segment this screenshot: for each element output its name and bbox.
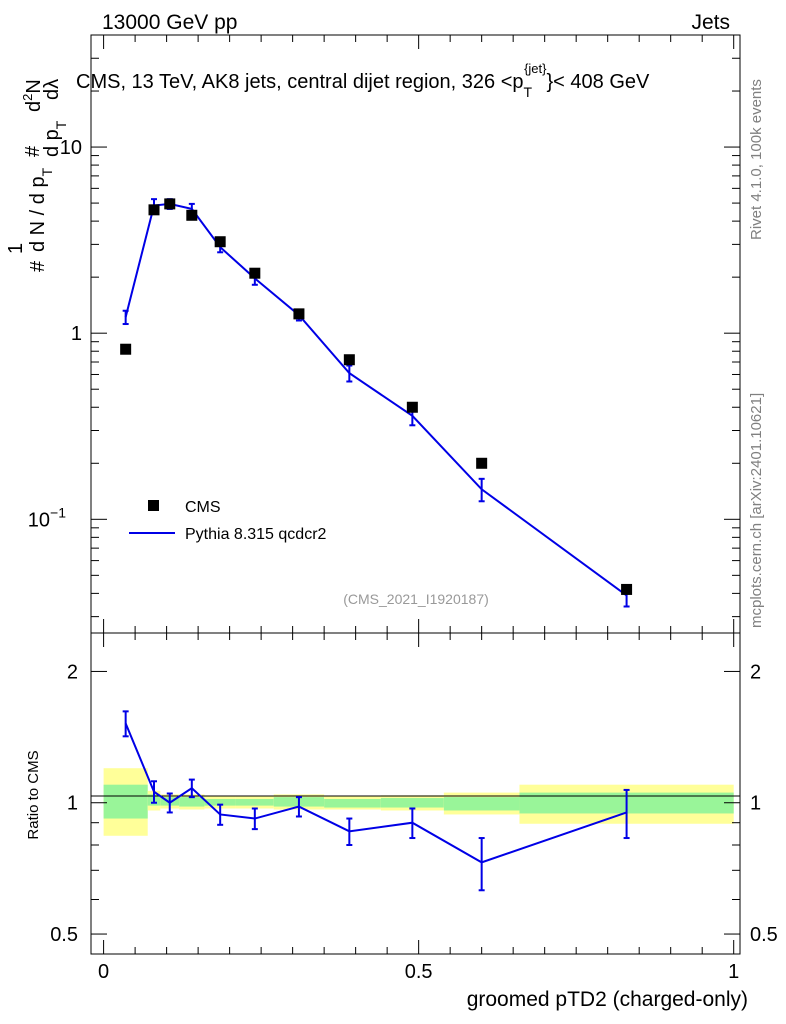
cms-data-point [186, 209, 198, 221]
cms-data-point [148, 204, 160, 216]
svg-text:#: # [27, 260, 49, 272]
ratio-y-tick-label-right: 1 [750, 793, 761, 815]
svg-text:d N / d pT: d N / d pT [27, 167, 55, 252]
header-left: 13000 GeV pp [102, 11, 237, 34]
main-y-tick-label: 1 [71, 323, 82, 345]
ratio-band-inner-4 [204, 798, 236, 806]
x-tick-label: 0 [98, 961, 109, 983]
svg-text:dλ: dλ [41, 79, 63, 100]
x-axis-label: groomed pTD2 (charged-only) [467, 988, 748, 1011]
mcplots-source-label: mcplots.cern.ch [arXiv:2401.10621] [748, 393, 765, 628]
main-plot-frame [90, 34, 741, 634]
axis-ticks [91, 34, 740, 954]
cms-data-point [343, 354, 355, 366]
ratio-band-inner-0 [103, 784, 148, 819]
legend-pythia-label: Pythia 8.315 qcdcr2 [185, 526, 327, 543]
ratio-band-inner-5 [235, 798, 274, 806]
cms-data-point [120, 343, 132, 355]
ratio-band-inner-8 [380, 798, 444, 808]
legend-cms-label: CMS [185, 499, 221, 516]
ratio-y-tick-label-right: 2 [750, 661, 761, 683]
main-y-tick-label: 10−1 [28, 504, 66, 531]
svg-text:d pT: d pT [41, 120, 69, 157]
header-right: Jets [691, 11, 730, 34]
ratio-y-tick-label-left: 2 [67, 661, 78, 683]
x-tick-label: 0.5 [405, 961, 433, 983]
cms-data-point [621, 583, 633, 595]
ratio-y-tick-label-left: 0.5 [50, 924, 78, 946]
x-tick-label: 1 [728, 961, 739, 983]
legend: CMS Pythia 8.315 qcdcr2 [129, 499, 327, 543]
pythia-series-main [122, 198, 630, 608]
analysis-id: (CMS_2021_I1920187) [343, 591, 489, 607]
ratio-y-axis-label: Ratio to CMS [25, 750, 42, 839]
rivet-version-label: Rivet 4.1.0, 100k events [748, 79, 765, 240]
ratio-y-tick-label-right: 0.5 [750, 924, 778, 946]
cms-data-point [214, 236, 226, 248]
ratio-plot-frame [90, 632, 741, 955]
svg-text:#: # [22, 145, 44, 157]
pythia-series-ratio [122, 710, 630, 892]
cms-series-main [120, 198, 633, 595]
plot-title: CMS, 13 TeV, AK8 jets, central dijet reg… [76, 61, 650, 100]
svg-text:1: 1 [5, 243, 27, 254]
ratio-band-inner-9 [443, 797, 520, 811]
legend-cms-marker [148, 500, 159, 511]
cms-data-point [406, 401, 418, 413]
ratio-y-tick-label-left: 1 [67, 793, 78, 815]
ratio-band-inner-7 [324, 798, 381, 808]
ratio-band-inner-3 [179, 797, 205, 807]
cms-data-point [476, 457, 488, 469]
cms-data-point [164, 198, 176, 210]
main-y-axis-label: # 1 d N / d pT # d pT d2N dλ [5, 79, 69, 272]
axis-tick-labels: 0 0.5 1 10 1 10−1 2 2 1 1 0.5 0.5 [28, 137, 778, 983]
main-y-tick-label: 10 [60, 137, 82, 159]
svg-text:d2N: d2N [20, 79, 45, 112]
cms-data-point [293, 308, 305, 320]
cms-data-point [249, 267, 261, 279]
